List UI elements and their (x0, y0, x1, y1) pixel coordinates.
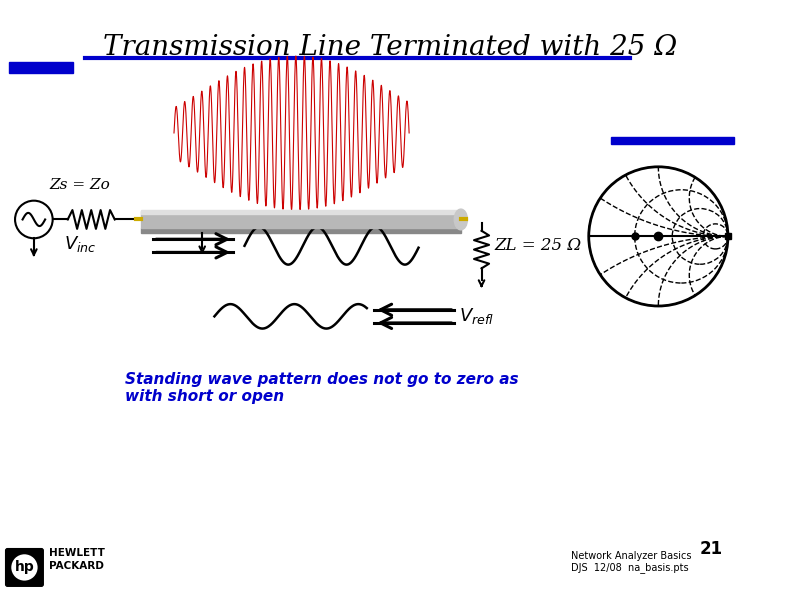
Ellipse shape (455, 209, 467, 230)
Text: $V_{inc}$: $V_{inc}$ (64, 234, 97, 254)
FancyBboxPatch shape (6, 548, 44, 586)
Text: Zs = Zo: Zs = Zo (49, 177, 109, 192)
Text: Network Analyzer Basics: Network Analyzer Basics (571, 551, 691, 561)
Text: 21: 21 (699, 540, 722, 558)
Circle shape (11, 554, 37, 581)
Text: with short or open: with short or open (125, 389, 284, 404)
Text: ZL = 25 Ω: ZL = 25 Ω (495, 237, 582, 255)
Bar (141, 211, 461, 228)
Bar (611, 136, 733, 144)
Text: DJS  12/08  na_basis.pts: DJS 12/08 na_basis.pts (571, 562, 688, 573)
Text: HEWLETT: HEWLETT (49, 548, 105, 558)
Text: PACKARD: PACKARD (49, 561, 104, 571)
Text: Standing wave pattern does not go to zero as: Standing wave pattern does not go to zer… (125, 372, 519, 387)
Bar (10, 62, 74, 73)
Text: $V_{refl}$: $V_{refl}$ (459, 307, 494, 326)
Bar (141, 210, 461, 214)
Text: Transmission Line Terminated with 25 Ω: Transmission Line Terminated with 25 Ω (104, 34, 678, 61)
Bar (141, 228, 461, 233)
Text: hp: hp (14, 561, 34, 575)
